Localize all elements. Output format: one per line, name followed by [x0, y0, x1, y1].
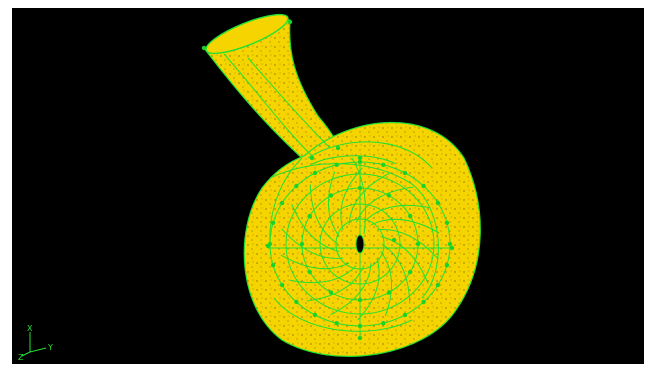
z-axis-label: Z [18, 353, 24, 362]
mesh-vertex [386, 193, 392, 198]
mesh-vertex [279, 200, 285, 206]
mesh-vertex [357, 323, 363, 329]
mesh-vertex [334, 162, 339, 167]
wire-blade [327, 171, 340, 237]
wire-blade [280, 254, 350, 270]
wire-blade [355, 186, 414, 223]
wire-blade [306, 265, 365, 302]
impeller-hub [355, 234, 365, 254]
wire-curve [351, 157, 366, 235]
mesh-vertex [444, 220, 450, 225]
mesh-vertex [386, 290, 392, 295]
mesh-vertex [312, 312, 318, 318]
mesh-vertex [444, 263, 450, 268]
wire-blade [376, 229, 439, 260]
mesh-vertex [265, 243, 271, 249]
y-axis-line [29, 347, 47, 353]
mesh-vertex [357, 297, 363, 303]
mesh-vertex [328, 193, 334, 198]
wire-curve [223, 53, 313, 157]
mesh-vertex [381, 162, 386, 167]
mesh-vertex [435, 282, 441, 288]
wire-blade [289, 265, 357, 284]
mesh-vertex [357, 159, 363, 165]
mesh-vertex [402, 170, 408, 176]
mesh-vertex [294, 299, 299, 305]
wire-blade [363, 204, 431, 223]
mesh-vertex [294, 183, 299, 189]
x-axis-label: X [27, 324, 33, 333]
wire-curve [269, 163, 439, 299]
mesh-vertex [307, 213, 312, 219]
mesh-vertex [334, 321, 339, 326]
mesh-vertex [335, 145, 341, 151]
mesh-vertex [435, 200, 441, 206]
mesh-vertex [357, 335, 363, 341]
mesh-vertex [201, 45, 207, 51]
mesh-vertex [381, 321, 386, 326]
wire-curve [247, 57, 331, 149]
mesh-vertex [328, 290, 334, 295]
y-axis-label: Y [47, 343, 53, 352]
mesh-vertex [287, 19, 293, 25]
mesh-vertex [408, 213, 413, 219]
axis-triad: X Y Z [18, 324, 53, 362]
mesh-vertex [402, 312, 408, 318]
wire-blade [340, 167, 363, 231]
mesh-vertex [391, 237, 397, 243]
mesh-vertex [421, 183, 426, 189]
wire-curve [273, 297, 413, 332]
mesh-vertex [357, 155, 363, 161]
mesh-vertex [449, 245, 455, 251]
mesh-vertices [201, 19, 455, 341]
graphics-viewport[interactable]: X Y Z [12, 8, 644, 364]
mesh-vertex [415, 241, 421, 247]
wire-curve [269, 157, 303, 249]
wire-blade [281, 228, 344, 259]
wire-curve [307, 141, 433, 169]
mesh-vertex [408, 269, 413, 275]
z-axis-line [21, 351, 31, 357]
mesh-vertex [312, 170, 318, 176]
wire-blade [380, 236, 429, 284]
wire-blade [370, 218, 440, 234]
mesh-vertex [307, 269, 312, 275]
wire-curve [311, 155, 397, 165]
mesh-vertex [309, 155, 315, 161]
mesh-vertex [299, 241, 305, 247]
wire-blade [309, 184, 339, 245]
mesh-vertex [270, 220, 276, 225]
mesh-vertex [279, 282, 285, 288]
pipe-outlet [205, 13, 289, 55]
wire-blade [380, 251, 393, 317]
mesh-vertex [357, 185, 363, 191]
mesh-vertex [447, 241, 453, 247]
wire-blade [291, 204, 340, 252]
mesh-vertex [421, 299, 426, 305]
wire-blade [357, 257, 380, 321]
pump-volute-model [201, 13, 481, 357]
mesh-vertex [270, 263, 276, 268]
